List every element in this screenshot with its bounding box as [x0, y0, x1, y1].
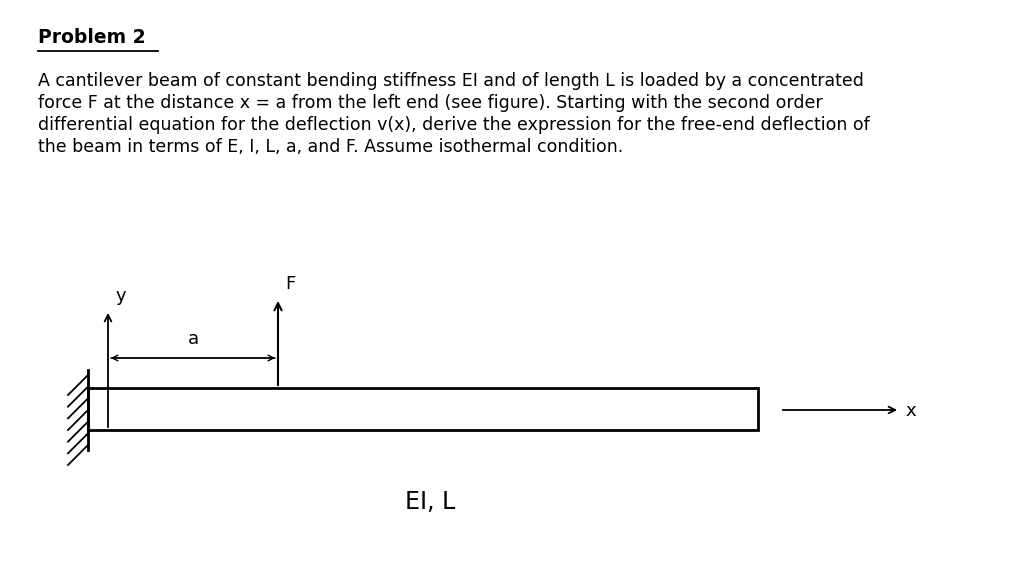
Text: EI, L: EI, L	[404, 490, 455, 514]
Text: Problem 2: Problem 2	[38, 28, 145, 47]
Text: y: y	[116, 287, 127, 305]
Text: the beam in terms of E, I, L, a, and F. Assume isothermal condition.: the beam in terms of E, I, L, a, and F. …	[38, 138, 624, 156]
Text: a: a	[187, 330, 199, 348]
Text: force F at the distance x = a from the left end (see figure). Starting with the : force F at the distance x = a from the l…	[38, 94, 822, 112]
Text: A cantilever beam of constant bending stiffness EI and of length L is loaded by : A cantilever beam of constant bending st…	[38, 72, 864, 90]
Text: differential equation for the deflection v(x), derive the expression for the fre: differential equation for the deflection…	[38, 116, 869, 134]
Bar	[88, 388, 758, 430]
Text: F: F	[285, 275, 295, 293]
Text: x: x	[905, 402, 915, 420]
